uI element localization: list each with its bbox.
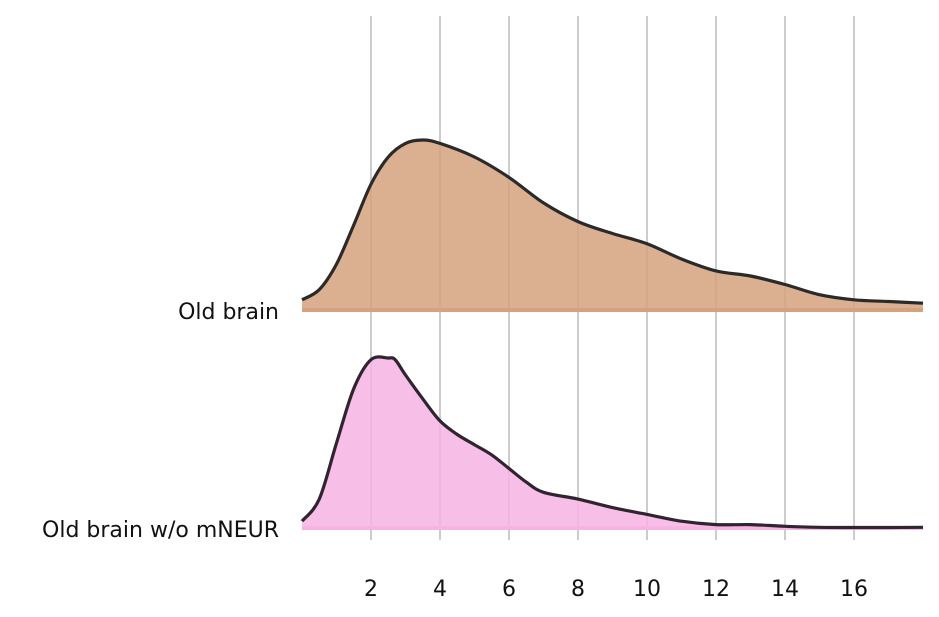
- x-tick-label-14: 14: [771, 577, 799, 602]
- row-label-old-brain-wo-mneur: Old brain w/o mNEUR: [42, 518, 279, 543]
- ridge-area-old-brain: [302, 140, 923, 310]
- ridge-old-brain: [301, 138, 924, 312]
- x-tick-label-16: 16: [840, 577, 868, 602]
- ridge-old-brain-w-o-mneur: [300, 355, 924, 530]
- row-label-old-brain: Old brain: [178, 300, 279, 325]
- ridges: [300, 138, 924, 530]
- x-tick-labels: 2 4 6 8 10 12 14 16: [364, 577, 868, 602]
- ridge-line-old-brain: [301, 138, 924, 305]
- x-tick-label-10: 10: [633, 577, 661, 602]
- x-tick-label-8: 8: [571, 577, 585, 602]
- ridge-line-old-brain-w-o-mneur: [300, 355, 924, 530]
- x-tick-label-12: 12: [702, 577, 730, 602]
- x-tick-label-4: 4: [433, 577, 447, 602]
- row-labels: Old brain Old brain w/o mNEUR: [42, 300, 279, 543]
- x-tick-label-6: 6: [502, 577, 516, 602]
- x-tick-label-2: 2: [364, 577, 378, 602]
- ridge-area-old-brain-w-o-mneur: [302, 356, 923, 528]
